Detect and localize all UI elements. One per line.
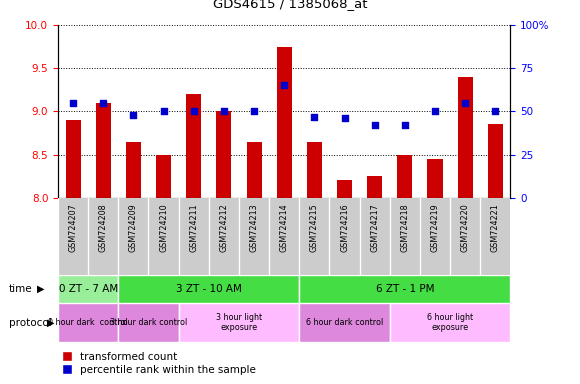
Text: 3 ZT - 10 AM: 3 ZT - 10 AM: [176, 284, 242, 294]
Point: [491, 108, 500, 114]
Point: [370, 122, 379, 128]
Point: [280, 83, 289, 89]
Bar: [58, 275, 118, 303]
Bar: [458, 77, 473, 198]
Point: [159, 108, 168, 114]
Text: protocol: protocol: [9, 318, 52, 328]
Text: 0 ZT - 7 AM: 0 ZT - 7 AM: [59, 284, 118, 294]
Point: [99, 99, 108, 106]
Text: 3 hour light
exposure: 3 hour light exposure: [216, 313, 262, 332]
Bar: [126, 142, 141, 198]
Bar: [390, 303, 510, 342]
Point: [400, 122, 409, 128]
Text: GSM724209: GSM724209: [129, 203, 138, 252]
Text: ▶: ▶: [47, 318, 55, 328]
Point: [249, 108, 259, 114]
Bar: [277, 46, 292, 198]
Bar: [397, 155, 412, 198]
Bar: [156, 155, 171, 198]
Text: GSM724216: GSM724216: [340, 203, 349, 252]
Bar: [337, 180, 352, 198]
Bar: [299, 303, 390, 342]
Point: [340, 115, 349, 121]
Bar: [488, 124, 503, 198]
Text: GSM724217: GSM724217: [370, 203, 379, 252]
Legend: transformed count, percentile rank within the sample: transformed count, percentile rank withi…: [63, 352, 256, 375]
Bar: [96, 103, 111, 198]
Text: GSM724221: GSM724221: [491, 203, 500, 252]
Bar: [186, 94, 201, 198]
Bar: [367, 176, 382, 198]
Text: GSM724212: GSM724212: [219, 203, 229, 252]
Text: GSM724211: GSM724211: [189, 203, 198, 252]
Text: GSM724213: GSM724213: [249, 203, 259, 252]
Bar: [216, 111, 231, 198]
Text: GSM724218: GSM724218: [400, 203, 409, 252]
Point: [461, 99, 470, 106]
Bar: [118, 303, 179, 342]
Bar: [427, 159, 443, 198]
Point: [310, 114, 319, 120]
Bar: [179, 303, 299, 342]
Text: GSM724215: GSM724215: [310, 203, 319, 252]
Bar: [246, 142, 262, 198]
Text: time: time: [9, 284, 32, 294]
Point: [129, 112, 138, 118]
Text: GDS4615 / 1385068_at: GDS4615 / 1385068_at: [213, 0, 367, 10]
Text: GSM724214: GSM724214: [280, 203, 289, 252]
Point: [68, 99, 78, 106]
Text: 6 hour light
exposure: 6 hour light exposure: [427, 313, 473, 332]
Bar: [118, 275, 299, 303]
Text: GSM724208: GSM724208: [99, 203, 108, 252]
Text: 3 hour dark control: 3 hour dark control: [110, 318, 187, 327]
Text: 6 ZT - 1 PM: 6 ZT - 1 PM: [376, 284, 434, 294]
Text: GSM724207: GSM724207: [68, 203, 78, 252]
Bar: [299, 275, 510, 303]
Text: GSM724219: GSM724219: [430, 203, 440, 252]
Text: ▶: ▶: [37, 284, 44, 294]
Bar: [307, 142, 322, 198]
Point: [430, 108, 440, 114]
Text: 6 hour dark control: 6 hour dark control: [306, 318, 383, 327]
Bar: [58, 303, 118, 342]
Text: GSM724210: GSM724210: [159, 203, 168, 252]
Bar: [66, 120, 81, 198]
Text: 0 hour dark  control: 0 hour dark control: [48, 318, 128, 327]
Point: [219, 108, 229, 114]
Point: [189, 108, 198, 114]
Text: GSM724220: GSM724220: [461, 203, 470, 252]
